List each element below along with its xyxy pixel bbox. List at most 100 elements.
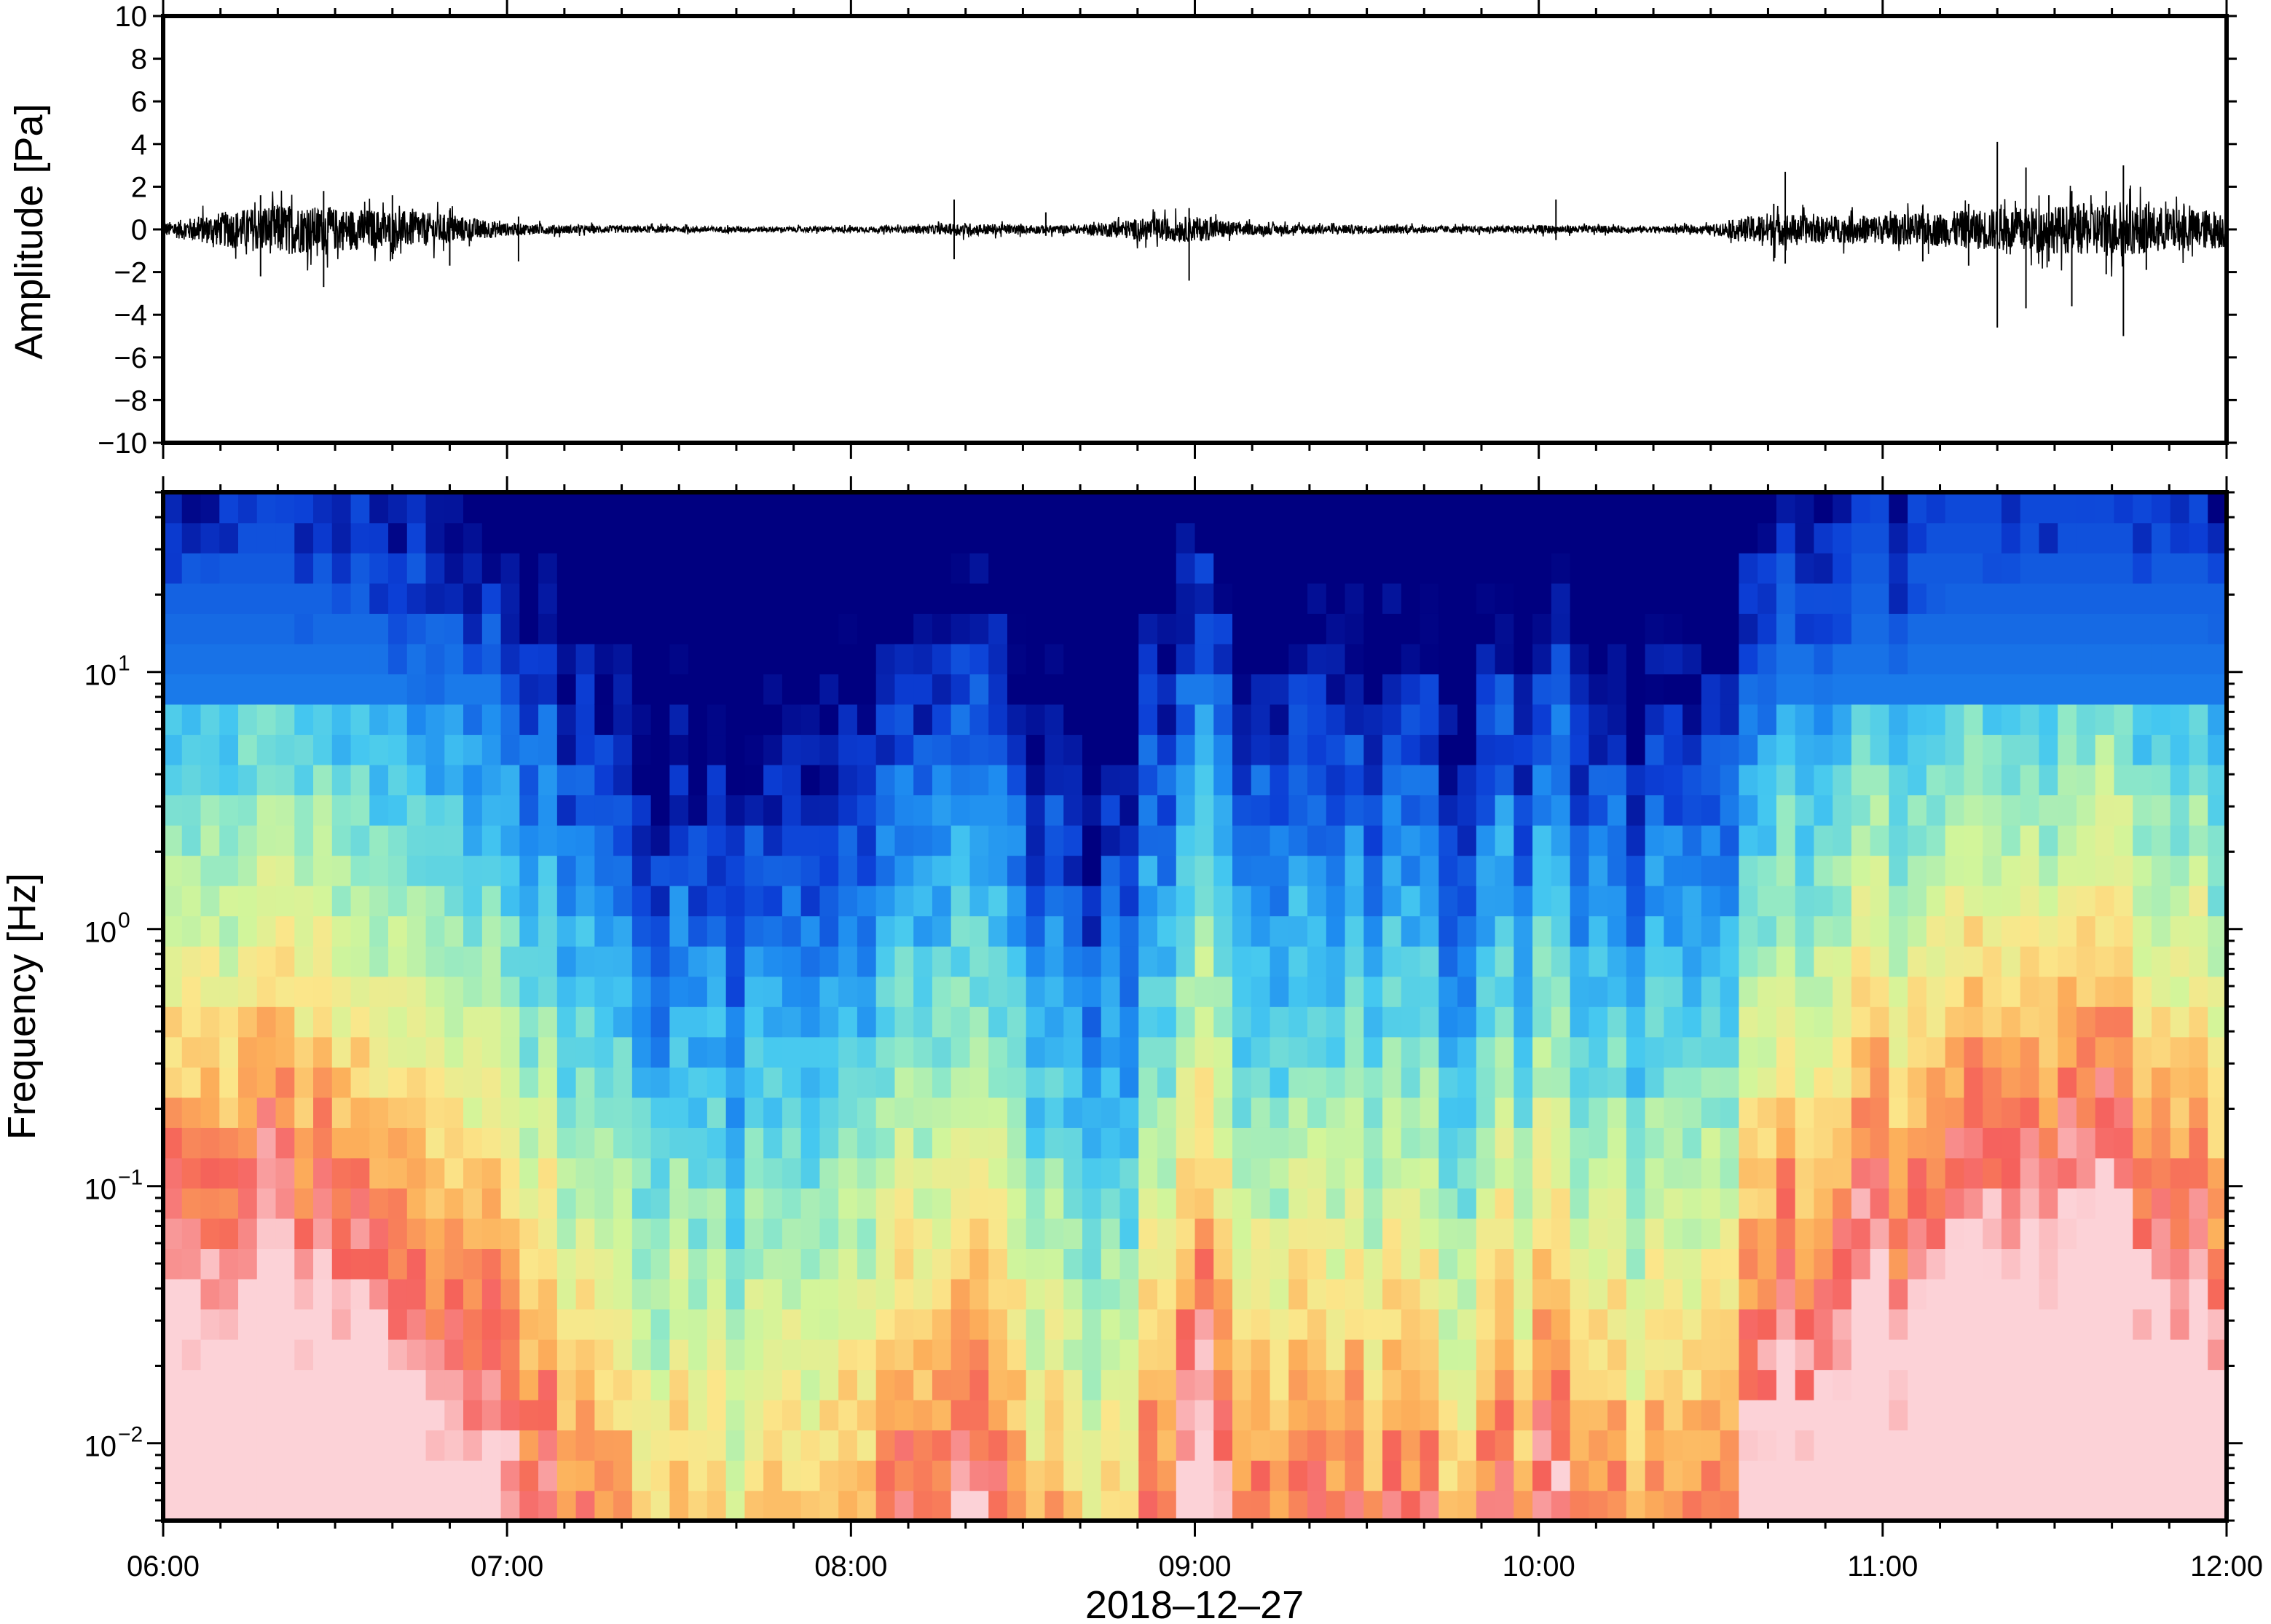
spectrogram-cell bbox=[500, 1339, 521, 1371]
spectrogram-cell bbox=[294, 764, 314, 796]
spectrogram-cell bbox=[1776, 583, 1796, 614]
spectrogram-cell bbox=[388, 824, 408, 856]
spectrogram-cell bbox=[894, 613, 914, 645]
spectrogram-cell bbox=[2133, 674, 2152, 705]
spectrogram-cell bbox=[1851, 1399, 1871, 1431]
spectrogram-cell bbox=[200, 1188, 221, 1219]
spectrogram-cell bbox=[500, 885, 521, 917]
spectrogram-cell bbox=[838, 945, 858, 977]
spectrogram-cell bbox=[181, 885, 202, 917]
spectrogram-cell bbox=[913, 1248, 933, 1280]
spectrogram-cell bbox=[2095, 855, 2115, 886]
spectrogram-cell bbox=[369, 764, 389, 796]
spectrogram-cell bbox=[388, 1490, 408, 1521]
spectrogram-cell bbox=[425, 553, 446, 584]
spectrogram-cell bbox=[350, 1006, 371, 1038]
spectrogram-cell bbox=[1833, 703, 1852, 736]
spectrogram-cell bbox=[238, 1399, 258, 1431]
spectrogram-cell bbox=[594, 674, 614, 705]
spectrogram-cell bbox=[2133, 522, 2152, 553]
spectrogram-cell bbox=[2189, 583, 2209, 614]
spectrogram-cell bbox=[1232, 703, 1252, 736]
spectrogram-cell bbox=[1401, 1459, 1421, 1491]
spectrogram-cell bbox=[369, 915, 389, 947]
spectrogram-cell bbox=[819, 492, 839, 524]
spectrogram-cell bbox=[1570, 885, 1590, 917]
spectrogram-cell bbox=[2058, 1369, 2077, 1400]
spectrogram-cell bbox=[181, 1188, 202, 1219]
spectrogram-cell bbox=[800, 522, 821, 553]
spectrogram-cell bbox=[1495, 1430, 1515, 1461]
spectrogram-cell bbox=[1101, 1459, 1121, 1491]
spectrogram-cell bbox=[1926, 1097, 1946, 1128]
spectrogram-cell bbox=[1082, 553, 1102, 584]
spectrogram-cell bbox=[1101, 795, 1121, 826]
spectrogram-cell bbox=[894, 643, 914, 674]
spectrogram-cell bbox=[782, 1006, 802, 1038]
spectrogram-cell bbox=[782, 522, 802, 553]
spectrogram-cell bbox=[1288, 1339, 1308, 1371]
spectrogram-cell bbox=[594, 1369, 614, 1400]
spectrogram-cell bbox=[1964, 1430, 1983, 1461]
spectrogram-cell bbox=[388, 703, 408, 736]
spectrogram-cell bbox=[1326, 915, 1346, 947]
spectrogram-cell bbox=[1194, 734, 1215, 765]
spectrogram-cell bbox=[613, 1399, 633, 1431]
spectrogram-cell bbox=[913, 1006, 933, 1038]
spectrogram-cell bbox=[1776, 613, 1796, 645]
spectrogram-cell bbox=[238, 1339, 258, 1371]
spectrogram-cell bbox=[1626, 1339, 1646, 1371]
spectrogram-cell bbox=[369, 1309, 389, 1340]
spectrogram-cell bbox=[688, 1278, 708, 1310]
spectrogram-cell bbox=[2189, 824, 2209, 856]
spectrogram-cell bbox=[857, 674, 877, 705]
spectrogram-cell bbox=[1270, 703, 1290, 736]
spectrogram-cell bbox=[688, 945, 708, 977]
spectrogram-cell bbox=[1908, 824, 1927, 856]
spectrogram-cell bbox=[1119, 1369, 1140, 1400]
spectrogram-cell bbox=[1945, 795, 1965, 826]
spectrogram-cell bbox=[519, 643, 539, 674]
spectrogram-cell bbox=[1420, 1188, 1440, 1219]
spectrogram-cell bbox=[1645, 703, 1665, 736]
spectrogram-cell bbox=[200, 522, 221, 553]
spectrogram-cell bbox=[1251, 1278, 1271, 1310]
spectrogram-cell bbox=[369, 1430, 389, 1461]
spectrogram-cell bbox=[1514, 1430, 1533, 1461]
spectrogram-cell bbox=[1607, 764, 1627, 796]
spectrogram-cell bbox=[1288, 643, 1308, 674]
spectrogram-cell bbox=[313, 583, 333, 614]
spectrogram-cell bbox=[1514, 734, 1533, 765]
spectrogram-cell bbox=[1082, 1248, 1102, 1280]
spectrogram-cell bbox=[1570, 703, 1590, 736]
spectrogram-cell bbox=[1307, 1430, 1327, 1461]
spectrogram-cell bbox=[1908, 1369, 1927, 1400]
spectrogram-cell bbox=[1138, 1036, 1158, 1068]
spectrogram-cell bbox=[463, 764, 483, 796]
spectrogram-cell bbox=[1645, 1067, 1665, 1098]
spectrogram-cell bbox=[1682, 1399, 1702, 1431]
spectrogram-cell bbox=[1926, 1188, 1946, 1219]
spectrogram-cell bbox=[650, 1248, 671, 1280]
spectrogram-cell bbox=[1495, 1339, 1515, 1371]
spectrogram-cell bbox=[688, 492, 708, 524]
spectrogram-cell bbox=[2208, 1036, 2227, 1068]
spectrogram-cell bbox=[444, 1309, 464, 1340]
spectrogram-cell bbox=[2076, 1430, 2096, 1461]
spectrogram-cell bbox=[1232, 976, 1252, 1007]
spectrogram-cell bbox=[1326, 1490, 1346, 1521]
spectrogram-cell bbox=[444, 1248, 464, 1280]
spectrogram-cell bbox=[256, 1127, 277, 1159]
spectrogram-cell bbox=[575, 1430, 596, 1461]
spectrogram-cell bbox=[2189, 613, 2209, 645]
spectrogram-cell bbox=[1664, 764, 1683, 796]
spectrogram-cell bbox=[388, 1188, 408, 1219]
spectrogram-cell bbox=[1044, 613, 1065, 645]
spectrogram-cell bbox=[1176, 1490, 1196, 1521]
spectrogram-cell bbox=[2076, 1309, 2096, 1340]
spectrogram-cell bbox=[875, 553, 896, 584]
spectrogram-cell bbox=[1119, 613, 1140, 645]
spectrogram-cell bbox=[1739, 1157, 1758, 1189]
spectrogram-cell bbox=[1983, 1248, 2002, 1280]
spectrogram-cell bbox=[2151, 613, 2171, 645]
